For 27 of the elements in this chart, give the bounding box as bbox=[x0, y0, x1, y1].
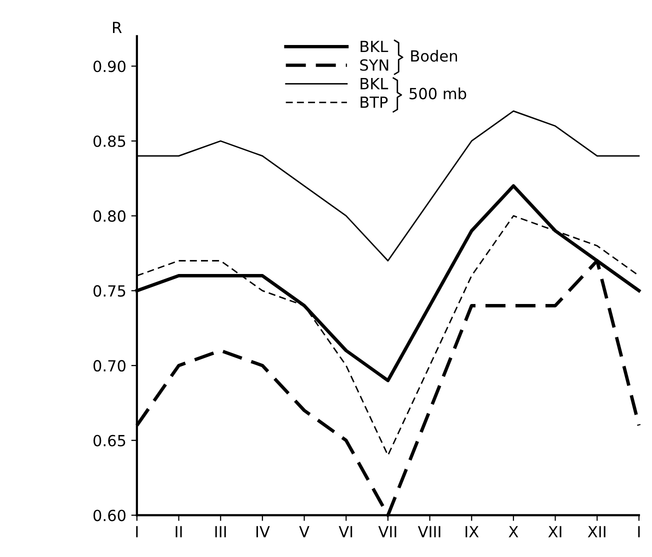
x-tick-label: XI bbox=[548, 526, 562, 538]
x-tick-label: III bbox=[215, 526, 226, 538]
x-tick-label: I bbox=[136, 526, 138, 538]
x-tick-label: I bbox=[638, 526, 640, 538]
x-tick-label: X bbox=[508, 526, 518, 538]
y-tick-label: 0.70 bbox=[93, 360, 126, 372]
x-tick-label: VII bbox=[378, 526, 396, 538]
y-tick-label: 0.85 bbox=[93, 135, 126, 148]
x-tick-label: XII bbox=[588, 526, 606, 538]
x-tick-label: V bbox=[299, 526, 310, 538]
x-tick-label: VIII bbox=[418, 526, 440, 538]
x-tick-label: IX bbox=[466, 526, 479, 538]
annotation: 500 mb bbox=[410, 88, 466, 100]
y-tick-label: 0.80 bbox=[93, 210, 126, 222]
legend-label: SYN bbox=[360, 59, 388, 71]
legend-label: BKL bbox=[360, 40, 388, 52]
y-tick-label: 0.90 bbox=[93, 60, 126, 72]
y-tick-label: 0.65 bbox=[93, 434, 126, 446]
y-axis-title: R bbox=[113, 22, 122, 34]
legend-label: BTP bbox=[360, 96, 388, 108]
x-tick-label: II bbox=[176, 526, 182, 538]
legend-label: BKL bbox=[360, 78, 388, 90]
y-tick-label: 0.75 bbox=[93, 285, 126, 297]
x-tick-label: IV bbox=[256, 526, 270, 538]
x-tick-label: VI bbox=[338, 526, 352, 538]
y-tick-label: 0.60 bbox=[93, 510, 126, 522]
annotation: Boden bbox=[411, 50, 457, 62]
